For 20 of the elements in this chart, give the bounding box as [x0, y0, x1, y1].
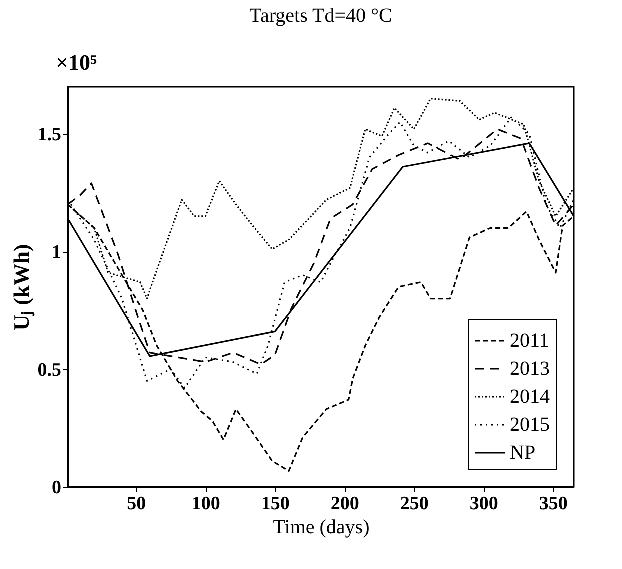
x-tick-label: 100	[192, 494, 220, 514]
legend-label: 2013	[510, 358, 550, 380]
text: ×10⁵	[56, 50, 98, 75]
y-tick-label: 1.5	[38, 124, 62, 146]
legend-label: NP	[510, 442, 536, 464]
x-tick-label: 50	[127, 494, 146, 514]
chart-title: Targets Td=40 °C	[250, 5, 392, 27]
x-tick-label: 250	[400, 494, 429, 514]
legend-label: 2015	[510, 414, 550, 436]
x-tick-label: 200	[330, 494, 360, 514]
y-tick-label: 1	[52, 242, 62, 264]
y-axis-title: Uⱼ (kWh)	[8, 244, 35, 331]
x-tick-label: 150	[261, 494, 290, 514]
legend-label: 2014	[510, 386, 550, 408]
y-tick-label: 0	[52, 478, 62, 498]
y-tick-label: 0.5	[38, 360, 62, 381]
x-tick-label: 300	[470, 494, 498, 514]
x-tick-label: 350	[539, 494, 568, 514]
legend-label: 2011	[510, 330, 550, 352]
x-axis-title: Time (days)	[273, 516, 370, 538]
